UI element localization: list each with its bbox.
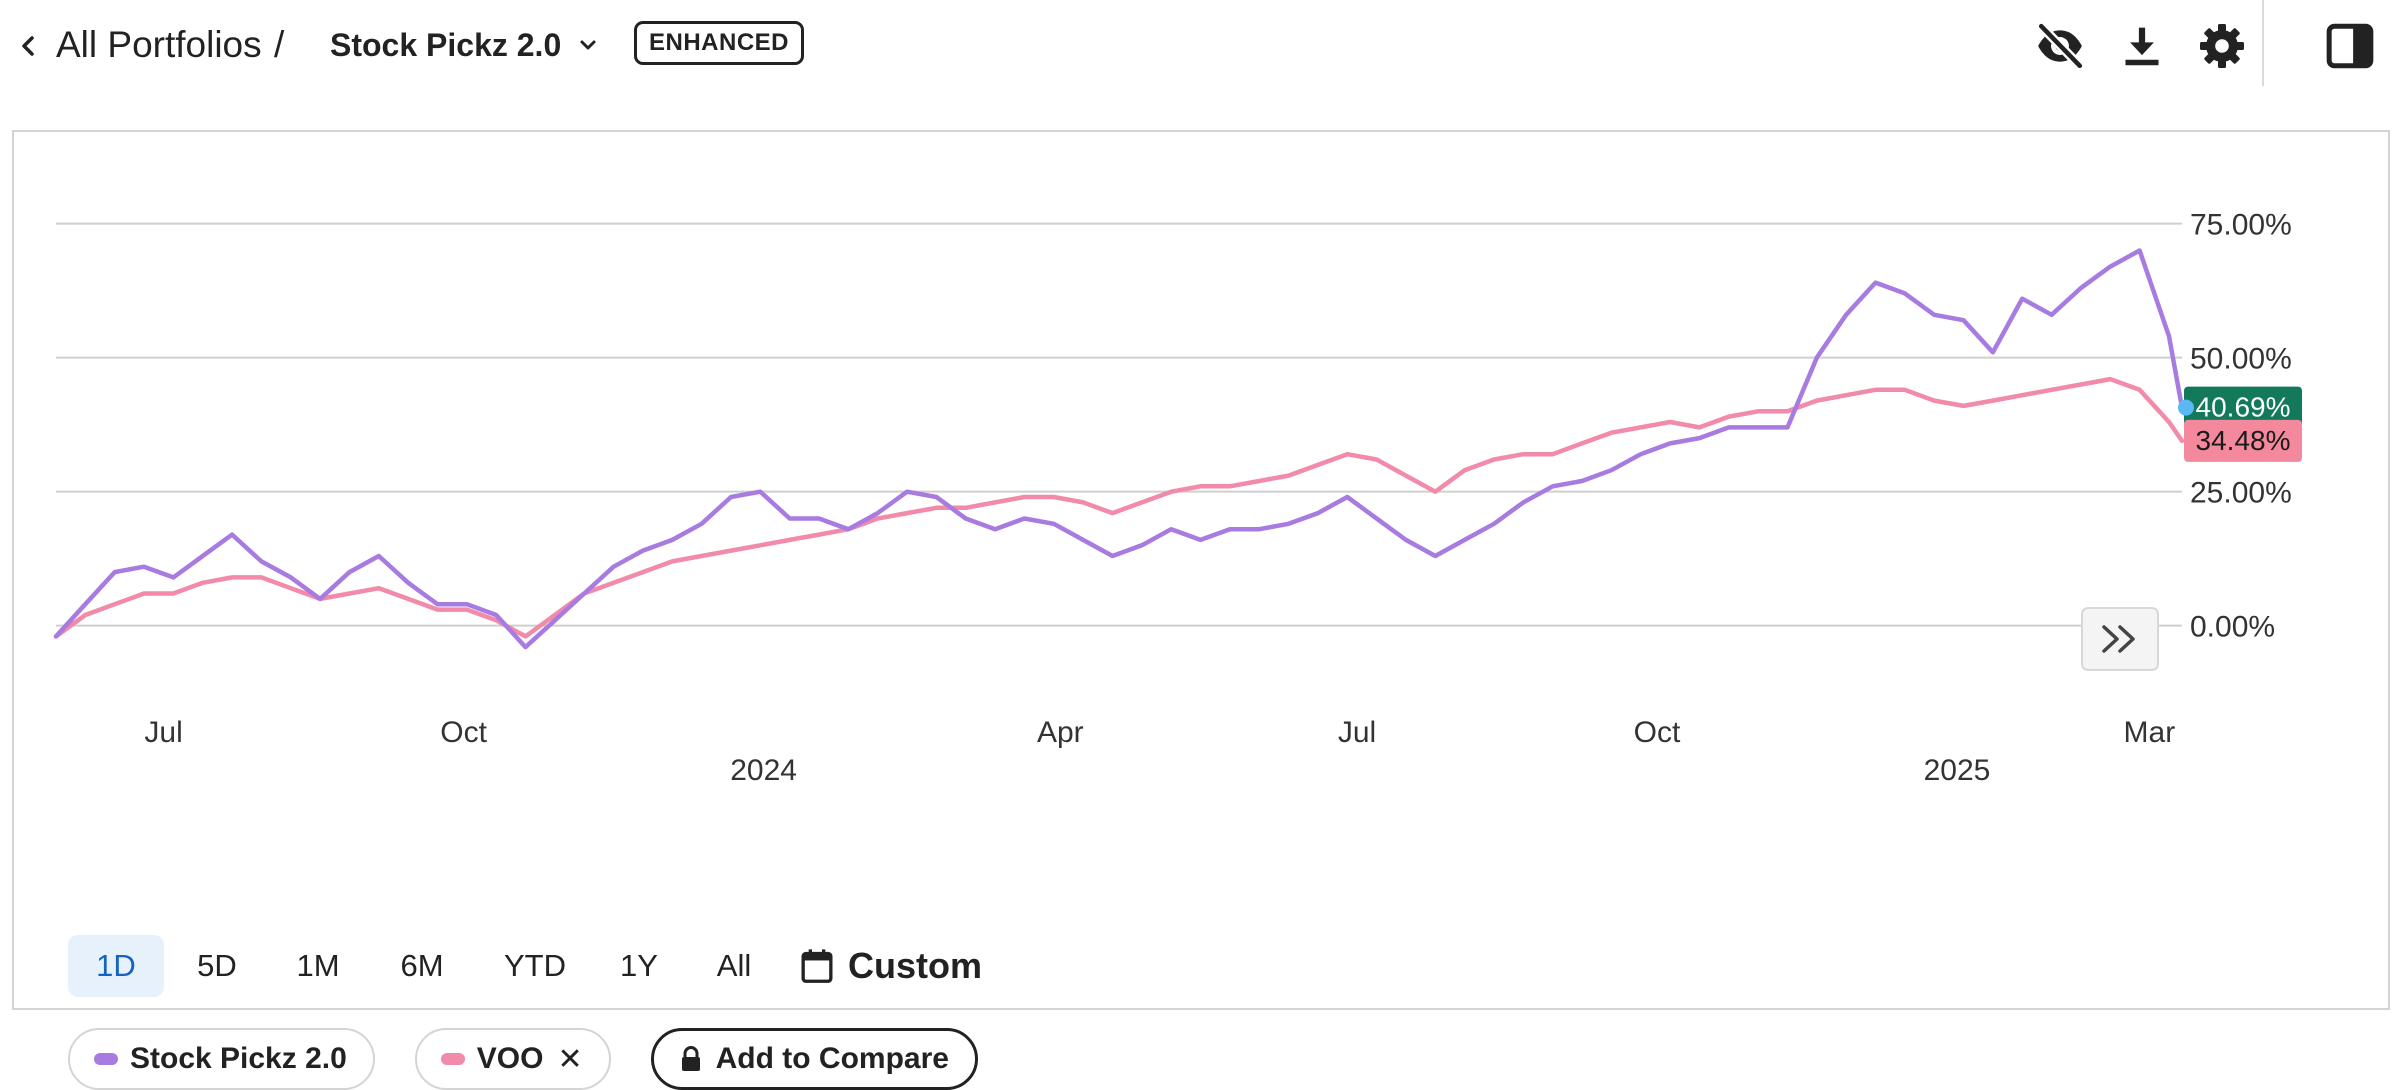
y-tick-label: 50.00% — [2190, 343, 2292, 376]
legend: Stock Pickz 2.0 VOO ✕ Add to Compare — [68, 1028, 978, 1090]
range-1y-button[interactable]: 1Y — [620, 948, 658, 983]
last-value-badge-stock-pickz — [2184, 386, 2302, 429]
x-tick-label: Oct — [1634, 716, 1681, 749]
settings-button[interactable] — [2190, 14, 2254, 78]
breadcrumb-separator: / — [274, 24, 285, 65]
x-tick-label: Mar — [2124, 716, 2176, 749]
sidebar-panel-icon — [2326, 23, 2374, 69]
chevron-down-icon — [580, 40, 596, 50]
series-line-stock-pickz — [53, 248, 2185, 650]
chevron-left-icon[interactable] — [14, 26, 44, 66]
top-bar: All Portfolios / Stock Pickz 2.0 ENHANCE… — [0, 0, 2400, 92]
chart-card: 75.00% 50.00% 25.00% 0.00% Jul Oct 2024 Apr Jul O… — [12, 130, 2390, 1090]
time-range-selector: 1D 5D 1M 6M YTD 1Y All Custom — [68, 935, 982, 997]
portfolio-selector[interactable]: Stock Pickz 2.0 — [330, 20, 599, 70]
range-5d-button[interactable]: 5D — [197, 948, 237, 983]
toolbar-divider — [2262, 0, 2264, 86]
double-chevron-right-icon — [2118, 625, 2135, 653]
last-value-label-voo: 34.48% — [2196, 425, 2291, 456]
x-year-label: 2024 — [730, 754, 797, 787]
range-1m-button[interactable]: 1M — [296, 948, 340, 983]
x-tick-label: Jul — [144, 716, 182, 749]
performance-chart[interactable]: 75.00% 50.00% 25.00% 0.00% Jul Oct 2024 Apr Jul O… — [14, 132, 2388, 832]
range-all-button[interactable]: All — [716, 948, 752, 983]
last-value-label-stock-pickz: 40.69% — [2196, 392, 2291, 423]
lock-icon — [681, 1046, 700, 1071]
hide-values-button[interactable] — [2028, 14, 2092, 78]
legend-chip-stock-pickz[interactable]: Stock Pickz 2.0 — [68, 1028, 375, 1090]
eye-off-icon — [2037, 22, 2084, 70]
enhanced-badge: ENHANCED — [634, 21, 805, 65]
download-icon — [2125, 27, 2159, 66]
y-tick-label: 25.00% — [2190, 477, 2292, 510]
toggle-sidebar-button[interactable] — [2318, 14, 2382, 78]
legend-label-voo: VOO — [476, 1042, 544, 1075]
legend-swatch-stock-pickz — [94, 1053, 118, 1065]
add-to-compare-button[interactable]: Add to Compare — [650, 1028, 978, 1090]
legend-swatch-voo — [440, 1053, 465, 1065]
latest-point-marker — [2178, 399, 2194, 416]
remove-voo-icon[interactable]: ✕ — [557, 1042, 583, 1076]
range-ytd-button[interactable]: YTD — [504, 948, 566, 983]
last-value-badge-voo — [2184, 419, 2302, 462]
breadcrumb-all-portfolios[interactable]: All Portfolios — [56, 24, 262, 65]
y-tick-label: 75.00% — [2190, 209, 2292, 242]
download-button[interactable] — [2110, 14, 2174, 78]
range-6m-button[interactable]: 6M — [400, 948, 444, 983]
range-1d-button[interactable]: 1D — [68, 935, 164, 997]
calendar-icon — [801, 949, 833, 983]
add-to-compare-label: Add to Compare — [715, 1042, 949, 1075]
legend-chip-voo[interactable]: VOO ✕ — [414, 1028, 611, 1090]
portfolio-name: Stock Pickz 2.0 — [330, 26, 562, 63]
scroll-to-latest-button[interactable] — [2081, 607, 2159, 671]
x-tick-label: Oct — [440, 716, 487, 749]
y-tick-label: 0.00% — [2190, 611, 2275, 644]
custom-range-label: Custom — [848, 945, 982, 986]
x-year-label: 2025 — [1924, 754, 1991, 787]
x-tick-label: Jul — [1338, 716, 1376, 749]
gear-icon — [2200, 24, 2244, 68]
double-chevron-right-icon — [2102, 625, 2119, 653]
legend-label-stock-pickz: Stock Pickz 2.0 — [130, 1042, 347, 1075]
series-line-voo — [53, 376, 2185, 639]
x-tick-label: Apr — [1037, 716, 1084, 749]
custom-range-button[interactable]: Custom — [800, 945, 982, 987]
